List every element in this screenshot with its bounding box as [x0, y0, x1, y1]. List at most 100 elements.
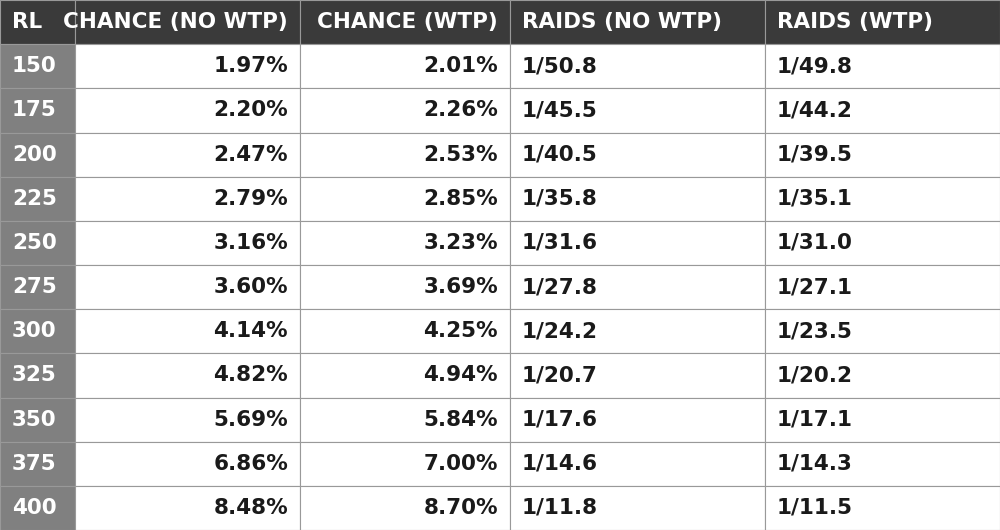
- Text: 1/17.6: 1/17.6: [522, 410, 598, 430]
- Text: 3.60%: 3.60%: [214, 277, 288, 297]
- Text: 8.70%: 8.70%: [424, 498, 498, 518]
- Text: 175: 175: [12, 100, 57, 120]
- Bar: [300, 0, 510, 44]
- Text: 2.79%: 2.79%: [213, 189, 288, 209]
- Bar: [765, 265, 1000, 309]
- Text: 4.82%: 4.82%: [213, 365, 288, 385]
- Bar: [75, 354, 300, 398]
- Bar: [75, 441, 300, 486]
- Text: 1/20.7: 1/20.7: [522, 365, 598, 385]
- Bar: [510, 44, 765, 89]
- Bar: [765, 354, 1000, 398]
- Text: 225: 225: [12, 189, 57, 209]
- Text: 2.85%: 2.85%: [423, 189, 498, 209]
- Bar: [765, 44, 1000, 89]
- Bar: [510, 354, 765, 398]
- Bar: [0, 398, 75, 441]
- Bar: [510, 265, 765, 309]
- Bar: [300, 486, 510, 530]
- Text: 1/40.5: 1/40.5: [522, 145, 598, 165]
- Text: 1/50.8: 1/50.8: [522, 56, 598, 76]
- Bar: [510, 176, 765, 221]
- Bar: [300, 221, 510, 265]
- Text: 4.94%: 4.94%: [424, 365, 498, 385]
- Bar: [0, 221, 75, 265]
- Bar: [300, 354, 510, 398]
- Bar: [765, 176, 1000, 221]
- Text: 2.26%: 2.26%: [423, 100, 498, 120]
- Text: 325: 325: [12, 365, 57, 385]
- Bar: [300, 265, 510, 309]
- Text: 1/31.6: 1/31.6: [522, 233, 598, 253]
- Bar: [0, 132, 75, 176]
- Bar: [510, 486, 765, 530]
- Bar: [300, 132, 510, 176]
- Bar: [765, 0, 1000, 44]
- Text: 8.48%: 8.48%: [213, 498, 288, 518]
- Text: 1/17.1: 1/17.1: [777, 410, 853, 430]
- Text: 7.00%: 7.00%: [424, 454, 498, 474]
- Text: CHANCE (NO WTP): CHANCE (NO WTP): [63, 12, 288, 32]
- Text: 1/44.2: 1/44.2: [777, 100, 853, 120]
- Bar: [75, 309, 300, 354]
- Bar: [75, 132, 300, 176]
- Bar: [75, 221, 300, 265]
- Text: 2.20%: 2.20%: [213, 100, 288, 120]
- Text: 1/23.5: 1/23.5: [777, 321, 853, 341]
- Bar: [0, 176, 75, 221]
- Bar: [0, 89, 75, 132]
- Text: 1/49.8: 1/49.8: [777, 56, 853, 76]
- Text: 275: 275: [12, 277, 57, 297]
- Bar: [300, 176, 510, 221]
- Text: 3.69%: 3.69%: [423, 277, 498, 297]
- Text: 1/31.0: 1/31.0: [777, 233, 853, 253]
- Text: 300: 300: [12, 321, 57, 341]
- Text: 250: 250: [12, 233, 57, 253]
- Bar: [0, 309, 75, 354]
- Text: 1/20.2: 1/20.2: [777, 365, 853, 385]
- Text: 6.86%: 6.86%: [213, 454, 288, 474]
- Bar: [75, 176, 300, 221]
- Bar: [510, 221, 765, 265]
- Text: 1/27.1: 1/27.1: [777, 277, 853, 297]
- Text: 1/35.8: 1/35.8: [522, 189, 598, 209]
- Bar: [75, 398, 300, 441]
- Bar: [300, 398, 510, 441]
- Text: RAIDS (NO WTP): RAIDS (NO WTP): [522, 12, 722, 32]
- Text: 1/11.8: 1/11.8: [522, 498, 598, 518]
- Bar: [300, 309, 510, 354]
- Bar: [510, 309, 765, 354]
- Bar: [75, 0, 300, 44]
- Bar: [510, 0, 765, 44]
- Bar: [510, 132, 765, 176]
- Bar: [765, 132, 1000, 176]
- Text: 200: 200: [12, 145, 57, 165]
- Bar: [0, 0, 75, 44]
- Text: 150: 150: [12, 56, 57, 76]
- Text: 1/14.3: 1/14.3: [777, 454, 853, 474]
- Text: 1.97%: 1.97%: [213, 56, 288, 76]
- Text: 2.47%: 2.47%: [214, 145, 288, 165]
- Bar: [765, 309, 1000, 354]
- Text: 1/24.2: 1/24.2: [522, 321, 598, 341]
- Text: 1/27.8: 1/27.8: [522, 277, 598, 297]
- Text: 2.01%: 2.01%: [423, 56, 498, 76]
- Bar: [765, 441, 1000, 486]
- Bar: [765, 221, 1000, 265]
- Text: 1/35.1: 1/35.1: [777, 189, 853, 209]
- Bar: [300, 89, 510, 132]
- Bar: [510, 89, 765, 132]
- Bar: [0, 44, 75, 89]
- Bar: [0, 265, 75, 309]
- Bar: [0, 354, 75, 398]
- Text: 3.23%: 3.23%: [424, 233, 498, 253]
- Bar: [300, 44, 510, 89]
- Text: 1/11.5: 1/11.5: [777, 498, 853, 518]
- Bar: [765, 89, 1000, 132]
- Bar: [0, 486, 75, 530]
- Bar: [75, 89, 300, 132]
- Text: 375: 375: [12, 454, 57, 474]
- Bar: [75, 265, 300, 309]
- Text: 1/14.6: 1/14.6: [522, 454, 598, 474]
- Text: 5.84%: 5.84%: [424, 410, 498, 430]
